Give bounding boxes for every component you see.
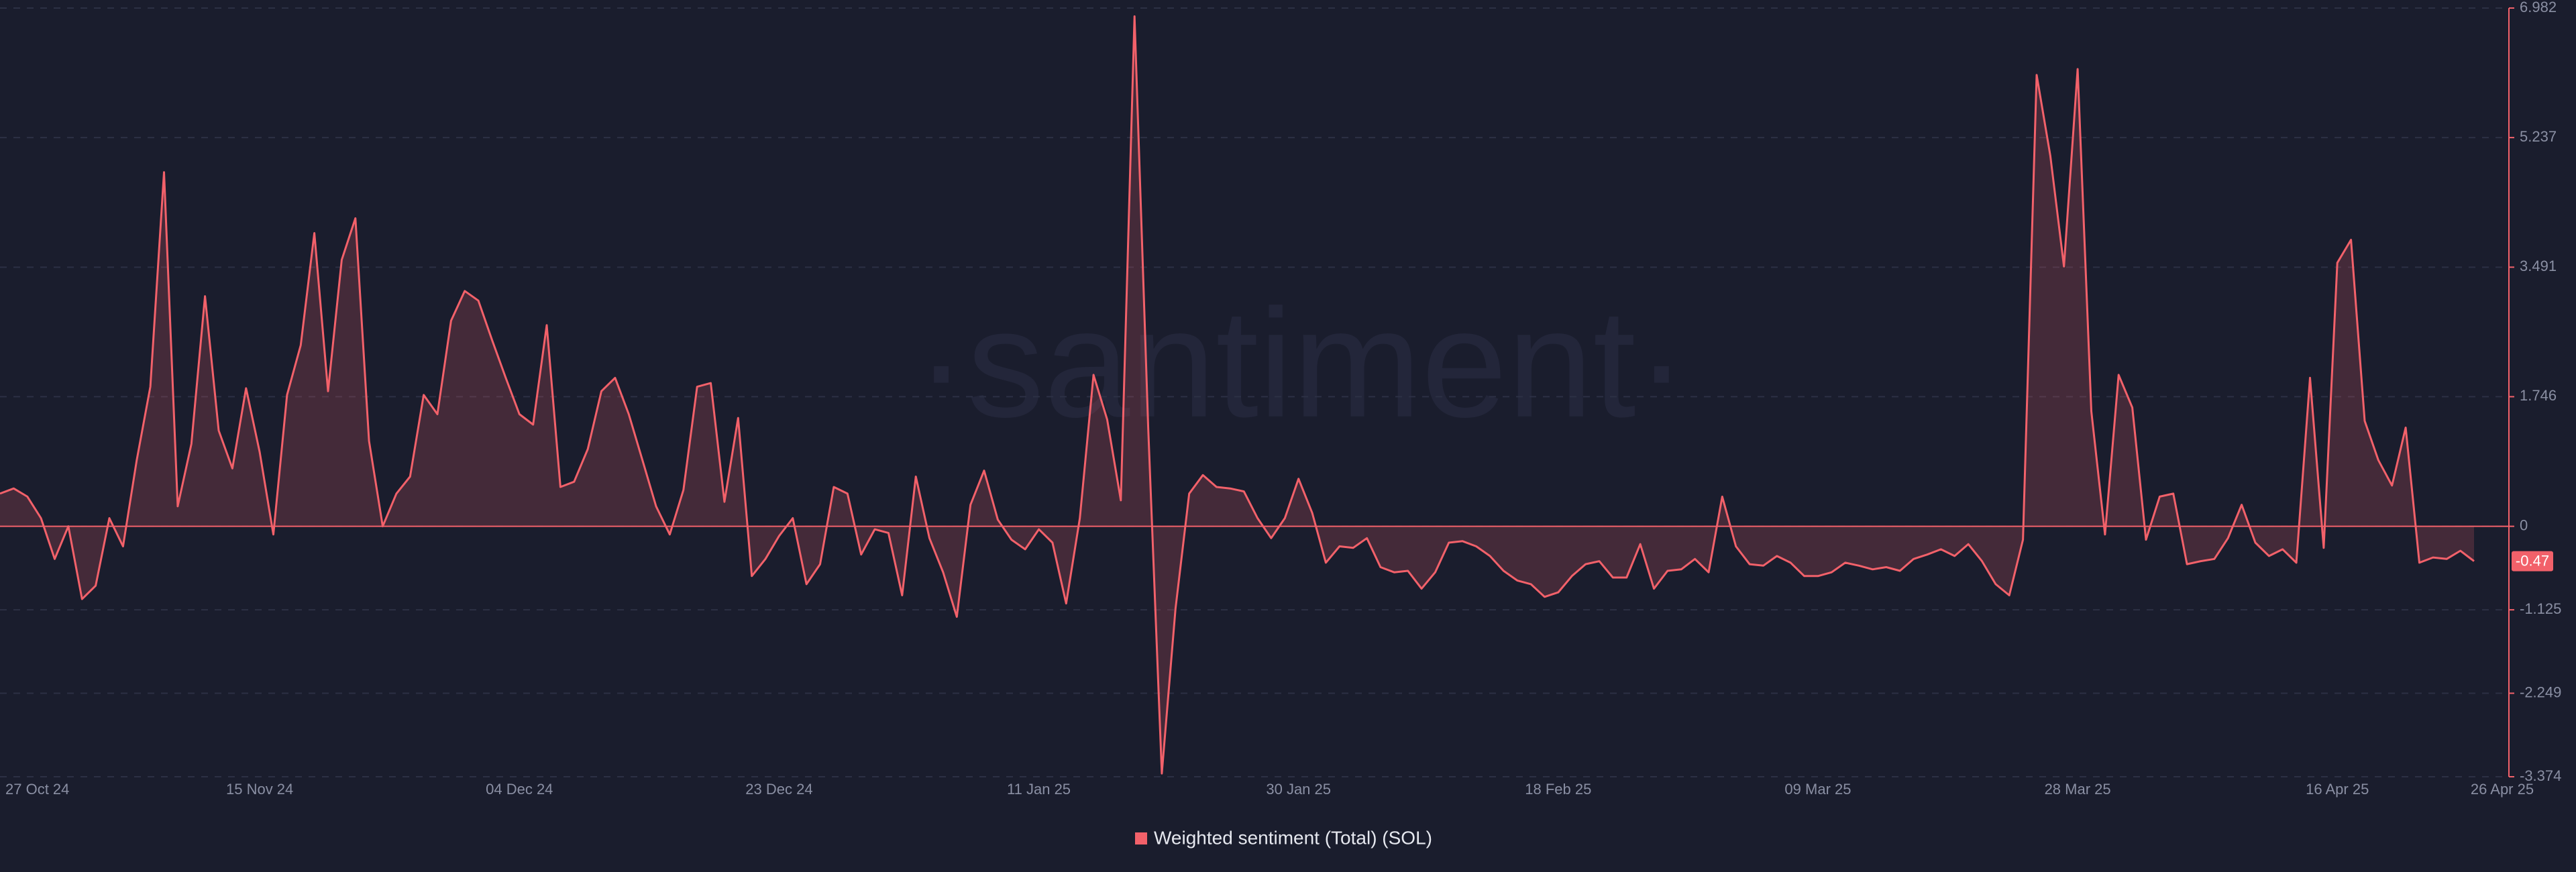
x-tick-label: 30 Jan 25 [1266,781,1331,798]
y-tick-label: 1.746 [2520,387,2557,404]
watermark: ·santiment· [916,277,1687,449]
last-value-label: -0.47 [2516,552,2549,569]
x-tick-label: 27 Oct 24 [5,781,69,798]
x-tick-label: 18 Feb 25 [1525,781,1591,798]
x-tick-label: 28 Mar 25 [2045,781,2111,798]
y-tick-label: 3.491 [2520,258,2557,274]
x-tick-label: 16 Apr 25 [2306,781,2369,798]
x-tick-label: 11 Jan 25 [1007,781,1071,798]
x-tick-label: 23 Dec 24 [745,781,812,798]
x-tick-label: 04 Dec 24 [486,781,553,798]
y-tick-label: 0 [2520,516,2528,533]
y-tick-label: -2.249 [2520,684,2561,700]
y-tick-label: -3.374 [2520,767,2561,784]
y-tick-label: 5.237 [2520,128,2557,145]
y-tick-label: 6.982 [2520,0,2557,15]
x-tick-label: 09 Mar 25 [1784,781,1851,798]
x-tick-label: 15 Nov 24 [226,781,293,798]
last-value-badge [2512,551,2553,571]
legend-swatch [1135,832,1147,844]
area [0,16,2474,774]
line [0,15,2475,775]
y-tick-label: -1.125 [2520,600,2561,617]
legend-label: Weighted sentiment (Total) (SOL) [1154,827,1432,848]
x-tick-label: 26 Apr 25 [2471,781,2534,798]
